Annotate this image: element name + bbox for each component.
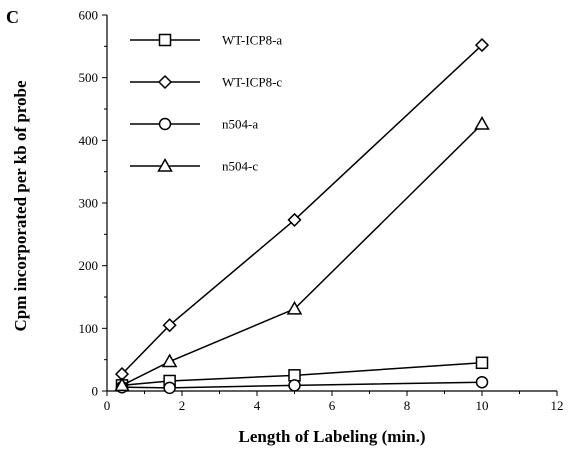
triangle-point: [474, 116, 490, 130]
legend-label: WT-ICP8-a: [222, 33, 282, 48]
panel-label: C: [6, 7, 19, 27]
circle-point: [475, 375, 489, 389]
legend: WT-ICP8-a WT-ICP8-c n504-a n504-c: [130, 33, 282, 174]
legend-label: WT-ICP8-c: [222, 75, 282, 90]
legend-square-icon: [158, 33, 172, 47]
series-n504-c: [114, 116, 490, 392]
triangle-point: [286, 300, 303, 315]
series-line: [121, 381, 483, 389]
legend-item: WT-ICP8-a: [130, 33, 282, 48]
legend-item: WT-ICP8-c: [130, 75, 282, 90]
y-tick-label: 0: [92, 384, 99, 399]
triangle-point: [161, 353, 178, 368]
series-line: [121, 44, 483, 375]
x-tick-label: 0: [104, 398, 111, 413]
diamond-point: [162, 318, 177, 333]
series-wt-icp8-c: [114, 38, 490, 382]
triangle-point: [114, 377, 130, 392]
y-axis-title: Cpm incorporated per kb of probe: [11, 80, 30, 332]
square-point: [475, 356, 489, 370]
y-tick-label: 600: [79, 8, 99, 23]
y-tick-label: 100: [79, 321, 99, 336]
legend-circle-icon: [158, 117, 172, 131]
x-tick-label: 6: [329, 398, 336, 413]
y-tick-label: 300: [79, 196, 99, 211]
x-tick-label: 4: [254, 398, 261, 413]
series-layer: [114, 38, 490, 395]
y-tick-label: 500: [79, 70, 99, 85]
x-axis-title: Length of Labeling (min.): [238, 427, 425, 446]
diamond-point: [287, 212, 302, 227]
series-line: [121, 362, 483, 387]
legend-triangle-icon: [157, 157, 173, 172]
legend-item: n504-a: [130, 117, 258, 132]
y-tick-label: 200: [79, 258, 99, 273]
x-tick-label: 10: [476, 398, 489, 413]
legend-label: n504-c: [222, 159, 258, 174]
legend-label: n504-a: [222, 117, 258, 132]
x-tick-label: 12: [551, 398, 564, 413]
x-tick-label: 8: [404, 398, 411, 413]
axes: 0 2 4 6 8 10 12 0 100 200 300 400 500 600: [79, 8, 564, 414]
diamond-point: [474, 38, 490, 53]
legend-item: n504-c: [130, 157, 258, 174]
circle-point: [163, 381, 176, 395]
x-tick-label: 2: [179, 398, 186, 413]
legend-diamond-icon: [157, 74, 173, 90]
series-line: [121, 123, 483, 387]
y-tick-label: 400: [79, 133, 99, 148]
circle-point: [288, 379, 301, 392]
